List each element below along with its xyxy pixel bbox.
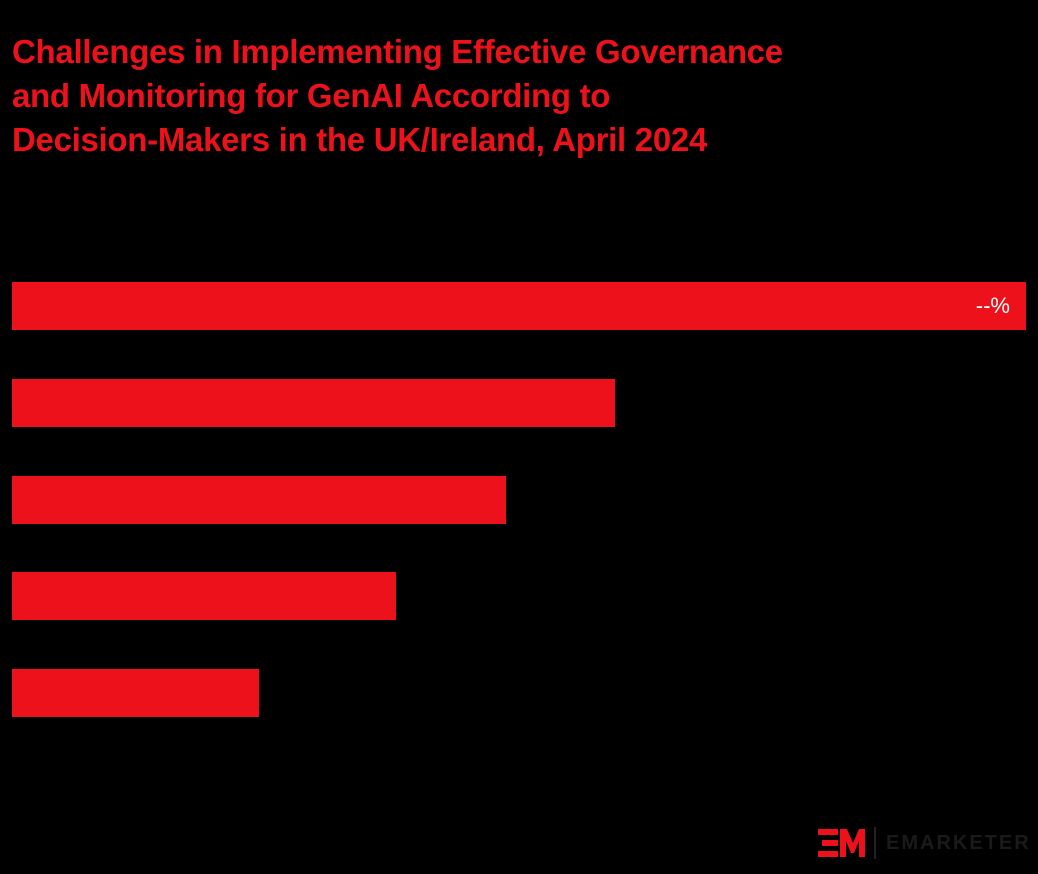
bar-value-label: --% [975,293,1010,318]
emarketer-logo: EMARKETER [818,826,1031,860]
logo-text: EMARKETER [886,831,1031,854]
bar-1: --% [12,282,1026,330]
chart-title: Challenges in Implementing Effective Gov… [12,30,1032,162]
title-line-3: Decision-Makers in the UK/Ireland, April… [12,121,708,158]
bar-2 [12,379,615,427]
title-line-2: and Monitoring for GenAI According to [12,77,611,114]
logo-divider [874,827,876,859]
title-line-1: Challenges in Implementing Effective Gov… [12,33,783,70]
bar-5 [12,669,259,717]
bar-3 [12,476,506,524]
em-logo-icon [818,829,865,857]
bar-4 [12,572,396,620]
